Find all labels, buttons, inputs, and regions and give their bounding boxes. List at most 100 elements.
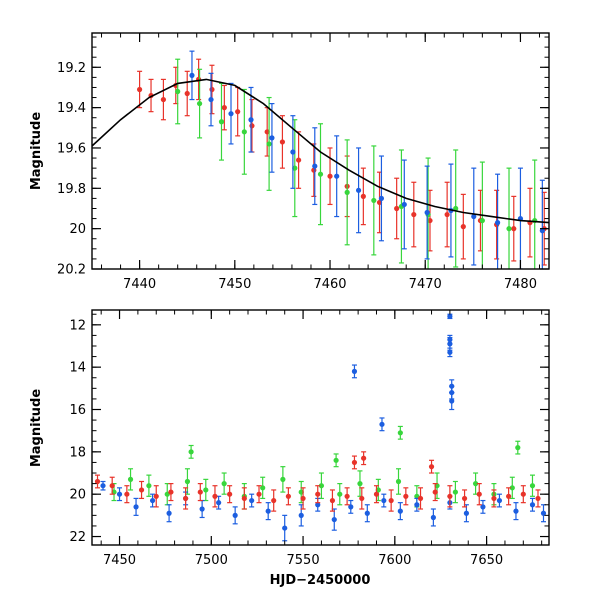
data-point [388, 497, 394, 504]
data-point [333, 457, 339, 463]
data-point [188, 449, 194, 455]
data-point [116, 491, 123, 497]
data-point [515, 445, 521, 451]
x-tick-label: 7500 [195, 553, 228, 568]
data-point [290, 149, 296, 155]
data-point [351, 459, 358, 466]
data-point [221, 481, 227, 487]
data-point [280, 476, 286, 482]
y-tick-label: 19.6 [57, 141, 86, 156]
data-point [529, 483, 536, 489]
data-point [535, 495, 541, 502]
data-point [260, 485, 266, 491]
bottom-x-axis-title: HJD−2450000 [270, 573, 371, 588]
data-point [471, 213, 477, 220]
data-point [203, 487, 209, 493]
data-point [249, 497, 255, 504]
data-point [282, 525, 288, 531]
data-point [249, 123, 255, 129]
data-point [430, 514, 436, 521]
data-point [315, 502, 321, 508]
data-point [300, 495, 306, 502]
data-point [449, 389, 455, 396]
data-point [232, 512, 238, 518]
x-tick-label: 7440 [123, 277, 156, 292]
model-curve [92, 78, 549, 224]
data-point [376, 199, 383, 206]
data-point [199, 506, 205, 512]
data-point [248, 117, 254, 123]
data-point [133, 504, 139, 510]
data-point [264, 129, 270, 135]
data-point [394, 205, 400, 212]
data-point [327, 173, 333, 179]
data-point [227, 491, 233, 497]
data-point [100, 483, 106, 489]
y-tick-label: 16 [69, 403, 86, 418]
y-tick-label: 19.4 [57, 101, 86, 116]
x-tick-label: 7460 [313, 277, 346, 292]
data-point [109, 483, 115, 489]
series-green-4 [188, 425, 521, 468]
data-point [506, 226, 512, 232]
data-point [196, 100, 203, 107]
data-point [355, 187, 362, 193]
x-tick-label: 7600 [378, 553, 411, 568]
data-point [364, 510, 370, 516]
data-point [344, 493, 350, 499]
x-tick-label: 7480 [504, 277, 537, 292]
data-point [361, 455, 367, 461]
data-point [411, 211, 417, 218]
data-point [447, 341, 453, 347]
data-point [371, 197, 377, 204]
data-point [279, 139, 286, 145]
data-point [149, 497, 156, 504]
data-point [337, 491, 343, 497]
data-point [235, 109, 241, 115]
data-point [348, 504, 354, 510]
series-blue-1 [100, 480, 547, 542]
data-point [381, 497, 387, 504]
series-blue-2 [189, 50, 545, 269]
data-point [453, 205, 459, 212]
data-point [296, 157, 302, 163]
data-point [397, 430, 403, 436]
series-blue-3 [351, 313, 455, 432]
data-point [360, 193, 366, 199]
y-tick-label: 20 [69, 222, 86, 237]
data-point [285, 493, 291, 499]
data-point [184, 90, 190, 97]
bottom-y-axis-title: Magnitude [29, 389, 44, 468]
data-point [397, 508, 403, 514]
data-point [344, 189, 350, 195]
data-point [496, 497, 503, 504]
y-tick-label: 19.2 [57, 61, 86, 76]
x-tick-label: 7650 [470, 553, 503, 568]
top-plot-frame [91, 32, 550, 270]
data-point [379, 421, 385, 427]
data-point [378, 195, 385, 202]
data-point [506, 493, 512, 499]
data-point [476, 491, 482, 497]
data-point [292, 165, 298, 171]
top-ticks: 7440 7450 7460 7470 7480 19.2 19.4 19.6 19.8 20 20… [57, 33, 549, 292]
data-point [359, 495, 365, 502]
data-point [166, 510, 172, 516]
data-point [153, 493, 159, 499]
data-point [209, 86, 215, 93]
data-point [428, 464, 435, 470]
data-point [447, 313, 453, 319]
data-point [351, 368, 358, 374]
data-point [241, 129, 247, 135]
data-point [540, 510, 547, 516]
data-point [329, 497, 336, 504]
data-point [447, 493, 453, 499]
data-point [432, 489, 438, 495]
series-red-2 [94, 474, 541, 512]
data-point [208, 96, 214, 103]
data-point [491, 495, 497, 502]
data-point [315, 491, 321, 497]
data-point [228, 111, 234, 117]
series-green-0 [111, 466, 536, 510]
